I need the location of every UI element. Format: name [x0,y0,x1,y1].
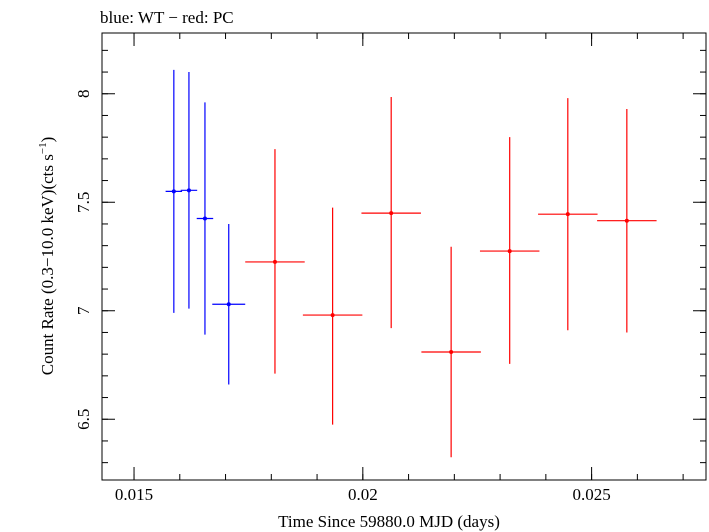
y-axis-tick-labels: 6.5 7 7.5 8 [74,90,93,430]
y-axis-label-close: ) [38,137,57,143]
data-point [449,349,454,354]
data-series [165,69,657,458]
data-point [186,188,191,193]
chart-title: blue: WT − red: PC [100,8,234,27]
data-point [624,218,629,223]
x-axis-ticks [133,33,684,480]
y-tick-label: 7.5 [74,192,93,213]
data-point [226,302,231,307]
plot-frame [101,32,707,481]
series-pc [245,97,657,458]
data-point [171,189,176,194]
data-point [330,313,335,318]
y-tick-label: 7 [74,306,93,315]
data-point [507,249,512,254]
series-wt [165,69,246,385]
y-axis-label-main: Count Rate (0.3−10.0 keV)(cts s [38,154,57,375]
x-tick-label: 0.015 [115,485,153,504]
data-point [565,212,570,217]
x-axis-label: Time Since 59880.0 MJD (days) [278,512,500,531]
data-point [389,211,394,216]
x-axis-tick-labels: 0.015 0.02 0.025 [115,485,611,504]
data-point [202,216,207,221]
data-point [272,259,277,264]
y-axis-ticks [102,49,706,464]
y-axis-label: Count Rate (0.3−10.0 keV)(cts s−1) [37,137,57,376]
x-tick-label: 0.025 [572,485,610,504]
y-axis-label-superscript: −1 [37,142,49,154]
y-tick-label: 8 [74,90,93,99]
x-tick-label: 0.02 [348,485,378,504]
y-tick-label: 6.5 [74,409,93,430]
